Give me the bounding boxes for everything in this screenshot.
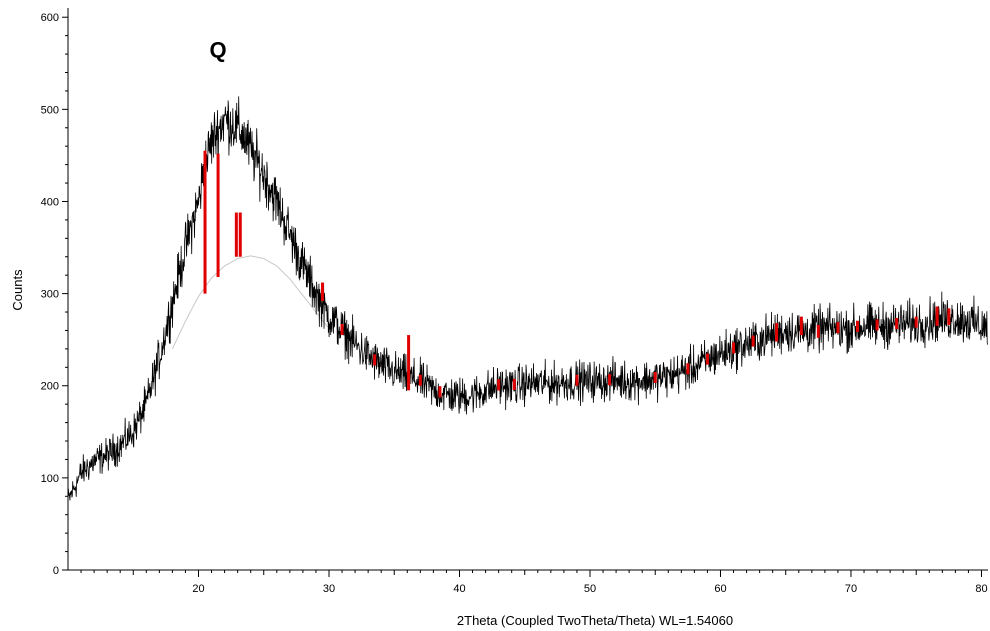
highlight-layer — [203, 150, 951, 398]
x-tick-label: 70 — [845, 583, 857, 595]
y-tick-label: 0 — [53, 565, 59, 577]
background-curve — [171, 255, 329, 350]
y-tick-label: 300 — [41, 289, 59, 301]
y-tick-label: 500 — [41, 104, 59, 116]
axes-layer: 0 100 200 300 400 500 600 20 30 40 50 60 70 80 — [41, 8, 988, 595]
y-tick-label: 600 — [41, 12, 59, 24]
plot-area — [67, 96, 988, 501]
peak-label-q: Q — [210, 37, 227, 62]
y-tick-label: 200 — [41, 381, 59, 393]
x-tick-label: 60 — [714, 583, 726, 595]
x-tick-label: 20 — [192, 583, 204, 595]
y-tick-label: 400 — [41, 196, 59, 208]
x-tick-label: 30 — [323, 583, 335, 595]
measured-pattern — [67, 96, 988, 501]
y-axis-title: Counts — [10, 269, 25, 311]
y-tick-label: 100 — [41, 473, 59, 485]
x-axis-title: 2Theta (Coupled TwoTheta/Theta) WL=1.540… — [457, 613, 733, 628]
x-tick-label: 50 — [584, 583, 596, 595]
x-tick-label: 80 — [975, 583, 987, 595]
x-tick-label: 40 — [453, 583, 465, 595]
